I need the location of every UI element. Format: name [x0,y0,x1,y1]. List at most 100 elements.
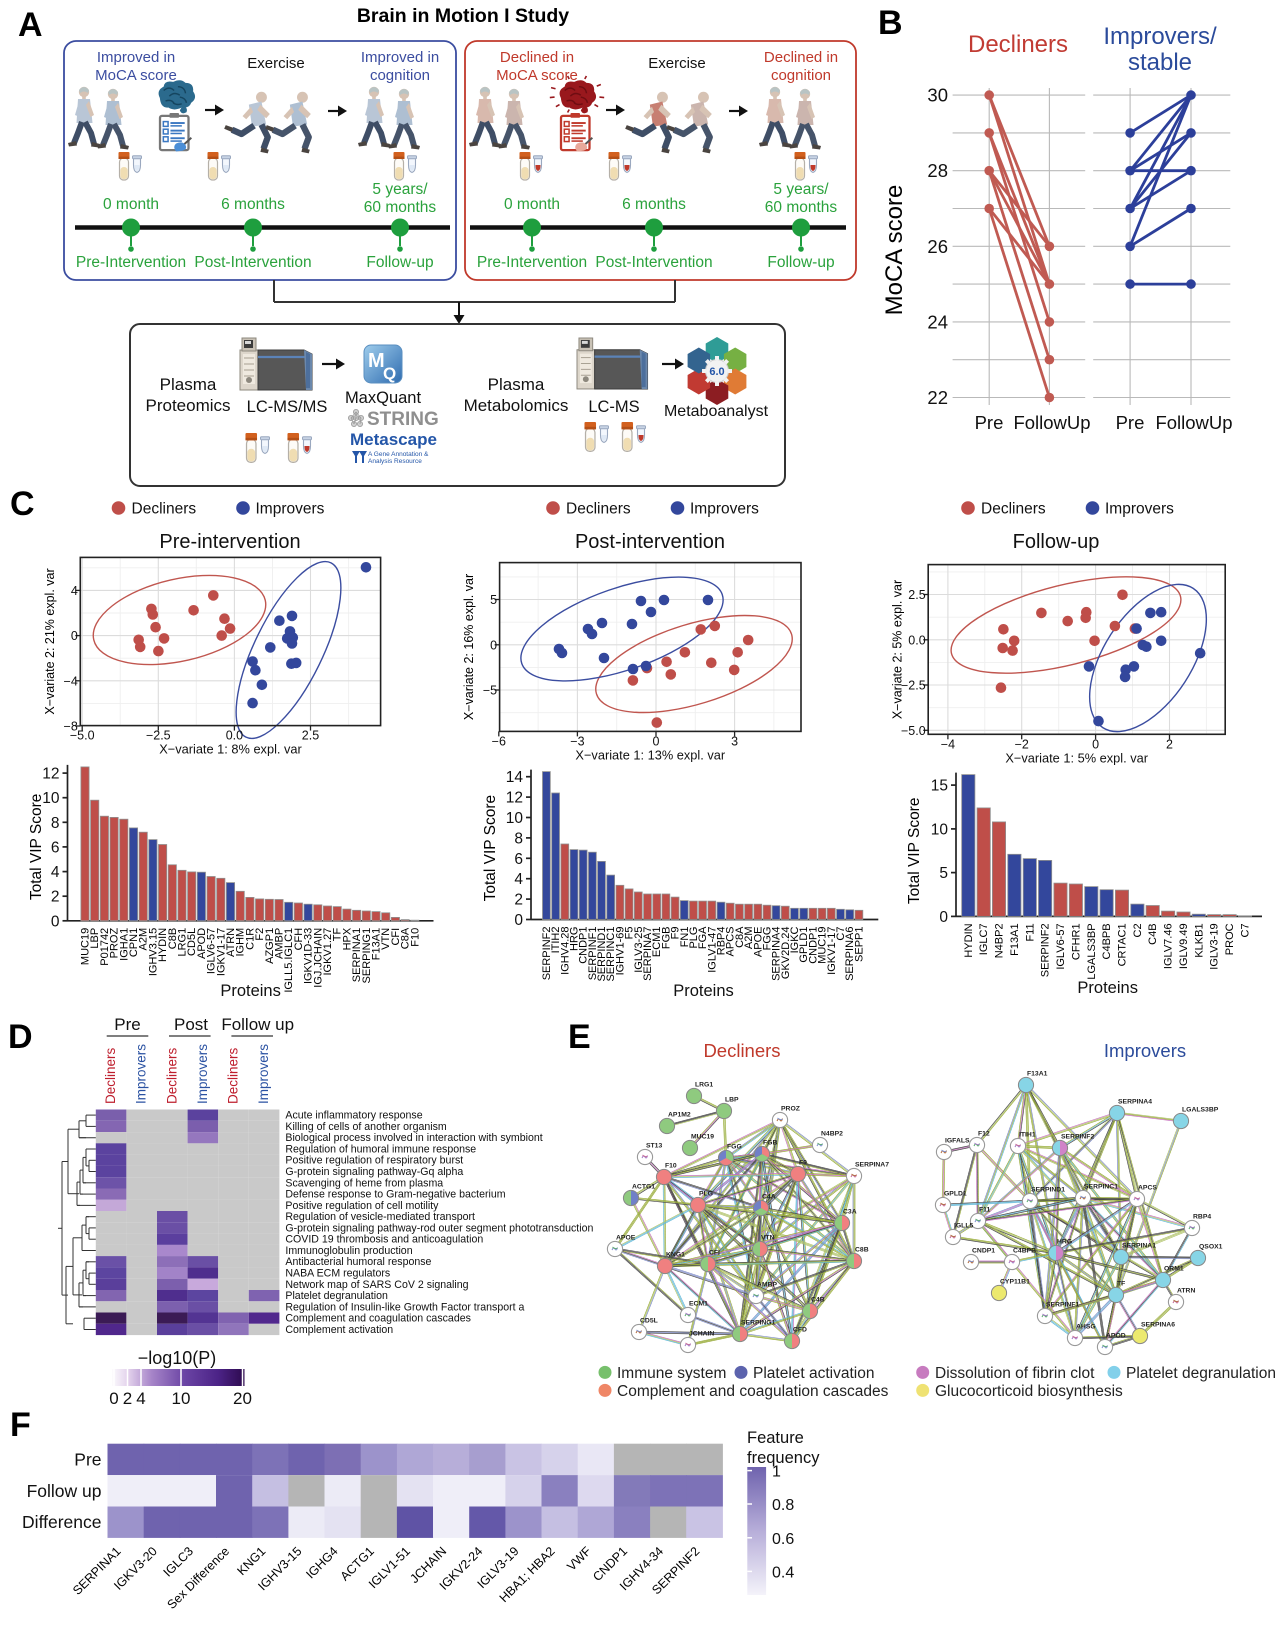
svg-text:Total VIP Score: Total VIP Score [906,798,923,905]
svg-text:0: 0 [653,734,660,748]
svg-text:Exercise: Exercise [247,55,305,72]
svg-text:0.8: 0.8 [772,1497,794,1514]
svg-text:6: 6 [514,851,523,868]
svg-text:60 months: 60 months [364,199,437,216]
svg-text:CNDP1: CNDP1 [972,1247,995,1254]
svg-text:IGLL5: IGLL5 [954,1222,973,1229]
svg-text:Follow up: Follow up [27,1481,102,1501]
svg-text:F11: F11 [1024,923,1036,941]
svg-text:4: 4 [514,871,523,888]
svg-text:N4BP2: N4BP2 [821,1130,843,1137]
svg-text:X−variate 1: 5% expl. var: X−variate 1: 5% expl. var [1005,750,1148,765]
svg-text:24: 24 [927,311,948,332]
svg-text:ATRN: ATRN [1177,1287,1195,1294]
svg-text:F12: F12 [978,1130,990,1137]
svg-text:C7: C7 [1240,923,1252,937]
svg-text:A: A [18,6,43,44]
svg-text:KLKB1: KLKB1 [1193,923,1205,957]
svg-text:Complement activation: Complement activation [285,1324,393,1336]
svg-text:Brain in Motion I Study: Brain in Motion I Study [357,5,569,27]
svg-text:Total VIP Score: Total VIP Score [482,795,499,902]
svg-text:Decliners: Decliners [164,1047,179,1104]
svg-text:10: 10 [172,1389,191,1408]
svg-text:−8: −8 [64,720,78,734]
svg-text:MoCA score: MoCA score [881,185,908,316]
svg-text:6 months: 6 months [221,196,285,213]
svg-text:Dissolution of fibrin clot: Dissolution of fibrin clot [935,1365,1095,1382]
svg-text:Platelet activation: Platelet activation [753,1365,875,1382]
svg-text:C2: C2 [1132,923,1144,937]
svg-text:Network map of SARS CoV 2 sign: Network map of SARS CoV 2 signaling [285,1279,468,1291]
svg-text:Follow-up: Follow-up [1013,531,1100,553]
svg-text:Post-intervention: Post-intervention [575,531,725,553]
svg-text:CFD: CFD [793,1326,807,1333]
svg-text:Decliners: Decliners [132,501,197,518]
svg-text:Pre-intervention: Pre-intervention [159,531,300,553]
svg-text:6: 6 [51,839,60,856]
svg-text:Regulation of humoral immune r: Regulation of humoral immune response [285,1143,476,1155]
svg-text:PROC: PROC [1224,923,1236,955]
svg-text:12: 12 [42,766,59,783]
svg-text:Metaboanalyst: Metaboanalyst [664,403,769,420]
svg-text:Improvers: Improvers [690,501,759,518]
svg-text:2: 2 [1166,737,1173,751]
svg-text:Improved in: Improved in [361,49,439,66]
svg-text:Metascape: Metascape [350,430,437,449]
svg-text:MoCA score: MoCA score [95,67,177,84]
svg-text:5: 5 [939,865,948,882]
svg-text:APOE: APOE [616,1234,636,1241]
svg-text:LRG1: LRG1 [695,1081,713,1088]
svg-text:LC-MS: LC-MS [588,398,639,416]
svg-text:SERPINA7: SERPINA7 [855,1161,889,1168]
svg-text:PLG: PLG [699,1190,713,1197]
svg-text:Plasma: Plasma [488,375,545,394]
svg-text:Analysis Resource: Analysis Resource [368,458,422,465]
svg-text:MUC19: MUC19 [691,1133,714,1140]
svg-text:Pre-Intervention: Pre-Intervention [477,254,587,271]
svg-text:X−variate 2: 5% expl. var: X−variate 2: 5% expl. var [891,580,905,719]
svg-text:C: C [10,485,35,523]
svg-text:SERPIND1: SERPIND1 [1031,1186,1065,1193]
svg-text:Improvers: Improvers [195,1044,210,1104]
svg-text:Proteomics: Proteomics [145,396,230,415]
svg-text:Killing of cells of another or: Killing of cells of another organism [285,1121,447,1133]
svg-text:Defense response to Gram-negat: Defense response to Gram-negative bacter… [285,1189,505,1201]
svg-text:ITIH1: ITIH1 [1019,1131,1036,1138]
svg-text:3: 3 [731,734,738,748]
svg-text:0: 0 [109,1389,118,1408]
svg-text:IGFALS: IGFALS [945,1137,970,1144]
svg-text:Platelet degranulation: Platelet degranulation [285,1290,388,1302]
svg-text:Follow-up: Follow-up [767,254,834,271]
svg-text:2.5: 2.5 [302,729,319,743]
svg-text:1: 1 [772,1464,781,1481]
svg-text:MoCA score: MoCA score [496,67,578,84]
svg-text:Difference: Difference [22,1512,101,1532]
svg-text:STRING: STRING [367,409,439,430]
svg-text:Glucocorticoid biosynthesis: Glucocorticoid biosynthesis [935,1383,1123,1400]
svg-text:IGLC7: IGLC7 [978,923,990,955]
svg-text:B: B [878,4,903,42]
svg-text:frequency: frequency [747,1449,820,1467]
svg-text:0.0: 0.0 [226,729,243,743]
svg-text:Platelet degranulation: Platelet degranulation [1126,1365,1276,1382]
svg-text:stable: stable [1128,49,1192,76]
svg-text:C4B: C4B [811,1296,825,1303]
svg-text:LGALS3BP: LGALS3BP [1086,923,1098,979]
svg-text:IGLV7.46: IGLV7.46 [1163,923,1175,969]
svg-text:CRTAC1: CRTAC1 [1117,923,1129,966]
svg-text:15: 15 [931,778,948,795]
svg-text:0.4: 0.4 [772,1564,794,1581]
svg-text:4: 4 [71,584,78,598]
svg-text:MaxQuant: MaxQuant [345,389,422,407]
svg-text:Pre: Pre [975,412,1004,433]
svg-text:0: 0 [71,629,78,643]
svg-text:0: 0 [514,912,523,929]
svg-text:Decliners: Decliners [703,1040,780,1061]
svg-text:F13A1: F13A1 [1027,1070,1048,1077]
svg-text:Total VIP Score: Total VIP Score [28,794,45,901]
svg-text:−4: −4 [941,737,955,751]
svg-text:FollowUp: FollowUp [1155,412,1232,433]
svg-text:F10: F10 [409,928,421,947]
svg-text:Pre-Intervention: Pre-Intervention [76,254,186,271]
svg-text:SERPINA1: SERPINA1 [1122,1242,1156,1249]
